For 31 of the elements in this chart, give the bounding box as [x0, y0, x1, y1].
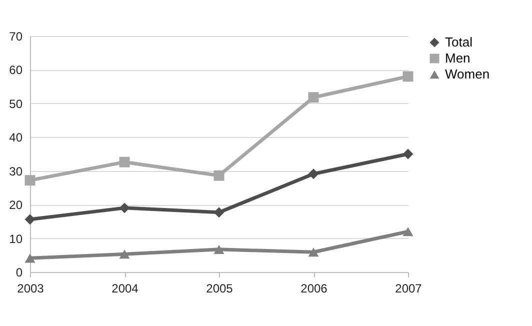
point	[402, 227, 414, 236]
point	[308, 92, 319, 103]
point	[119, 250, 130, 259]
point	[214, 207, 224, 218]
y-tick-label: 10	[9, 232, 23, 246]
y-tick-label: 50	[9, 96, 23, 111]
x-tick-label: 2007	[395, 282, 422, 296]
legend-label: Men	[445, 50, 470, 66]
point	[119, 202, 130, 214]
point	[214, 244, 224, 254]
y-tick-label: 20	[9, 198, 23, 212]
y-tick-label: 0	[16, 266, 23, 280]
x-tick-label: 2006	[300, 282, 328, 296]
point	[214, 170, 224, 181]
point	[24, 214, 36, 225]
y-tick-label: 70	[9, 30, 23, 44]
x-tick-label: 2004	[112, 282, 139, 296]
legend-label: Women	[445, 66, 490, 82]
legend-label: Total	[445, 34, 473, 50]
x-tick-label: 2003	[17, 282, 44, 296]
point	[402, 71, 414, 82]
point	[308, 248, 319, 257]
y-tick-label: 40	[9, 130, 23, 145]
point	[402, 148, 414, 160]
y-tick-label: 30	[9, 164, 23, 178]
point	[308, 168, 319, 180]
x-tick-label: 2005	[206, 282, 234, 296]
point	[24, 254, 36, 263]
point	[119, 156, 130, 168]
point	[24, 175, 36, 186]
y-tick-label: 60	[9, 63, 23, 78]
